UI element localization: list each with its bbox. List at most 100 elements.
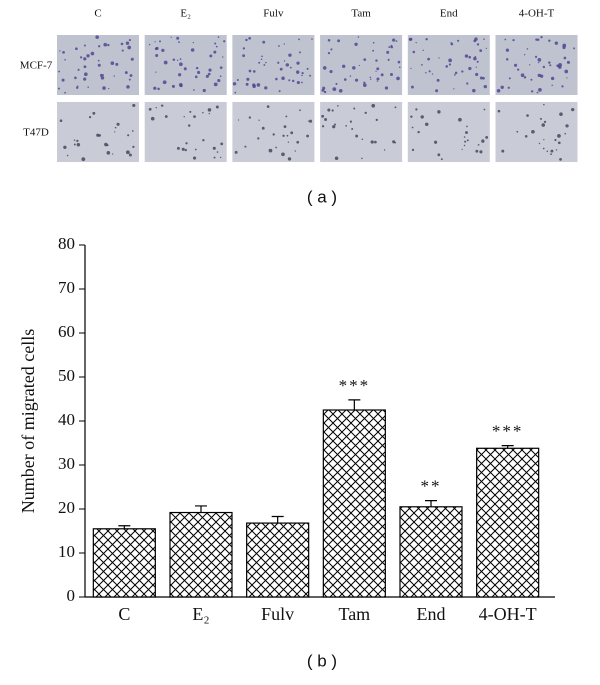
cell (549, 64, 552, 67)
cell (512, 38, 515, 42)
cell (376, 80, 378, 82)
row-label: MCF-7 (20, 60, 53, 72)
cell (550, 149, 554, 153)
cell (554, 138, 557, 142)
error-bar (348, 399, 361, 410)
cell (73, 143, 76, 146)
cell (278, 90, 281, 93)
cell (160, 104, 164, 107)
cell (298, 51, 301, 54)
cell (437, 153, 441, 157)
column-label: Tam (351, 8, 371, 20)
cell (531, 129, 535, 134)
cell (466, 82, 469, 85)
cell (132, 145, 135, 148)
micrograph (232, 35, 315, 95)
cell (245, 38, 248, 42)
cell (83, 44, 86, 47)
cell (306, 67, 309, 70)
cell (120, 42, 124, 46)
cell (485, 135, 489, 139)
cell (542, 65, 546, 69)
cell (409, 37, 413, 41)
cell (468, 66, 472, 71)
cell (88, 116, 92, 119)
cell (217, 36, 220, 38)
cell (538, 87, 542, 92)
cell (534, 55, 538, 58)
cell (236, 79, 239, 82)
cell (557, 141, 561, 145)
cell (396, 76, 400, 81)
cell (331, 109, 334, 112)
cell (260, 58, 263, 61)
cell (435, 89, 439, 93)
cell (411, 126, 414, 129)
cell (106, 151, 111, 155)
significance: ** (421, 477, 442, 496)
cell (84, 72, 88, 77)
cell (571, 107, 575, 112)
cell (171, 84, 175, 88)
cell (461, 148, 463, 150)
cell (440, 158, 443, 161)
cell (62, 50, 65, 54)
cell (530, 90, 534, 93)
cell (354, 78, 359, 82)
error-bar (501, 445, 514, 449)
cell (415, 108, 418, 111)
cell (473, 56, 477, 61)
cell (234, 91, 237, 94)
cell (181, 147, 185, 151)
cell (287, 141, 290, 143)
cell (148, 107, 152, 111)
y-tick-label: 50 (58, 366, 75, 385)
y-tick-label: 40 (58, 410, 75, 429)
cell (214, 42, 217, 45)
cell (190, 48, 195, 52)
cell (194, 75, 198, 79)
cell (268, 148, 273, 153)
cell (548, 61, 551, 64)
cell (474, 56, 477, 58)
cell (98, 45, 101, 48)
cell (415, 41, 417, 44)
cell (275, 146, 277, 149)
cell (248, 36, 252, 40)
cell (322, 66, 327, 70)
cell (327, 51, 331, 55)
cell (543, 138, 545, 141)
micrograph (232, 102, 315, 162)
cell (453, 74, 456, 76)
cell (176, 36, 180, 40)
bar (399, 506, 463, 598)
cell (223, 40, 226, 43)
cell (220, 156, 222, 159)
cell (554, 41, 558, 45)
cell (192, 156, 197, 160)
cell (386, 50, 390, 54)
cell (125, 150, 130, 155)
cell (291, 79, 295, 83)
cell (334, 156, 339, 161)
cell (178, 41, 180, 44)
cell (299, 109, 301, 112)
cell (370, 140, 374, 144)
cell (97, 59, 100, 62)
cell (357, 36, 360, 38)
cell (392, 140, 396, 144)
cell (296, 140, 300, 144)
cell (361, 138, 364, 140)
cell (475, 66, 477, 68)
cell (390, 45, 394, 49)
column-label: Fulv (263, 8, 284, 20)
y-tick-label: 10 (58, 542, 75, 561)
cell (496, 88, 501, 93)
cell (321, 114, 325, 118)
cell (242, 47, 246, 50)
cell (454, 71, 458, 75)
cell (541, 123, 546, 127)
cell (485, 47, 487, 49)
bar (246, 522, 310, 598)
